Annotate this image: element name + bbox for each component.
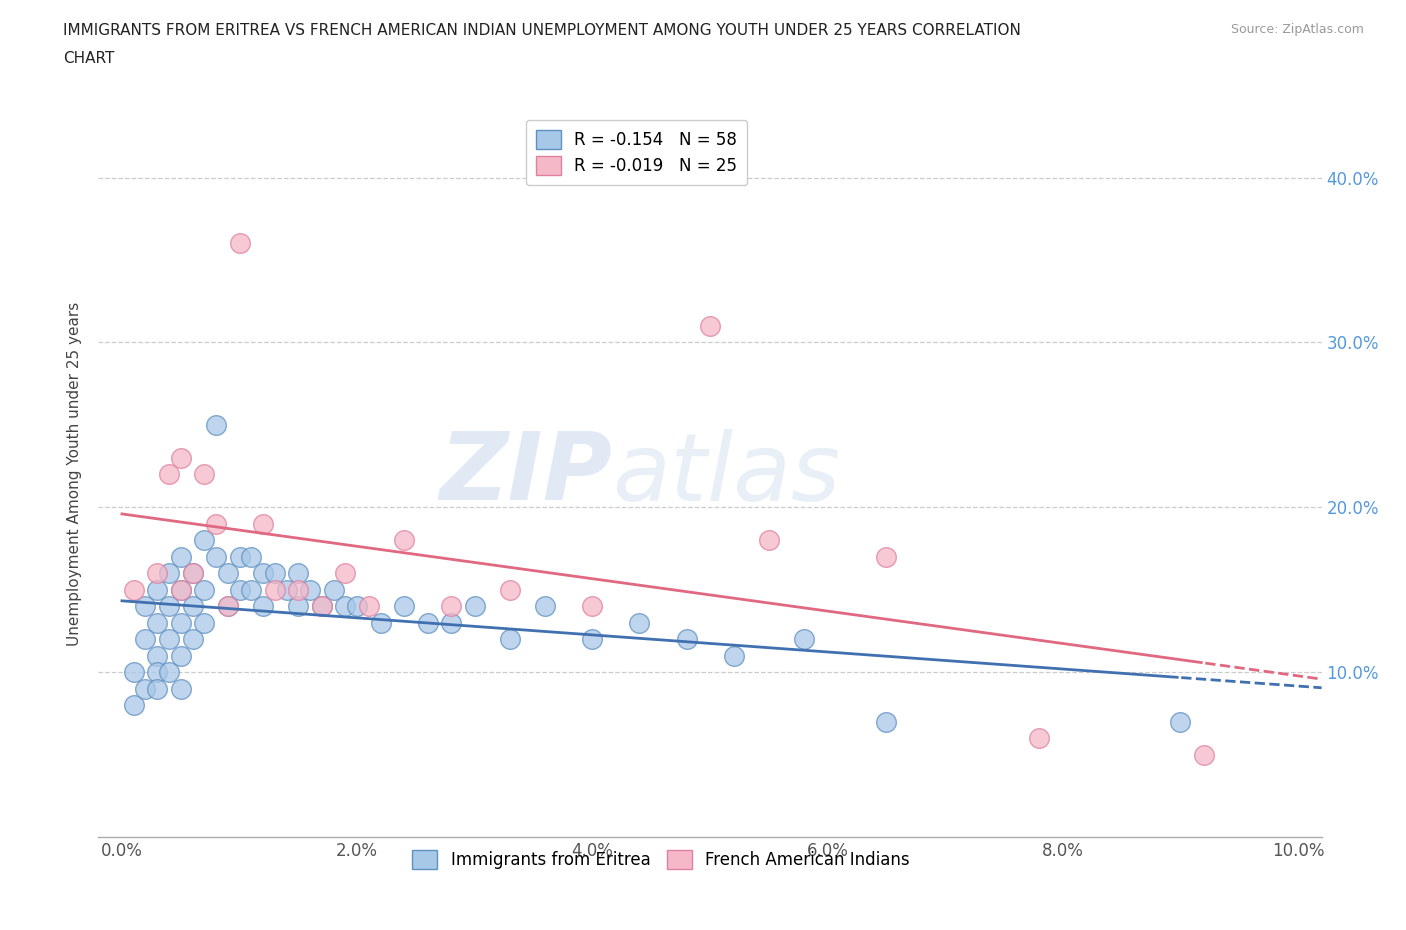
Point [416, 616, 439, 631]
Point [217, 599, 239, 614]
Point [252, 565, 274, 580]
Point [181, 565, 204, 580]
Point [263, 565, 285, 580]
Point [157, 467, 180, 482]
Point [252, 599, 274, 614]
Point [217, 599, 239, 614]
Point [793, 631, 815, 646]
Point [322, 582, 344, 597]
Point [394, 533, 416, 548]
Point [170, 681, 193, 696]
Point [228, 236, 250, 251]
Point [134, 599, 156, 614]
Point [276, 582, 298, 597]
Point [440, 616, 463, 631]
Text: ZIP: ZIP [439, 429, 612, 520]
Point [157, 565, 180, 580]
Text: IMMIGRANTS FROM ERITREA VS FRENCH AMERICAN INDIAN UNEMPLOYMENT AMONG YOUTH UNDER: IMMIGRANTS FROM ERITREA VS FRENCH AMERIC… [63, 23, 1021, 38]
Point [263, 582, 285, 597]
Point [122, 698, 145, 712]
Point [228, 550, 250, 565]
Point [157, 599, 180, 614]
Point [311, 599, 333, 614]
Point [181, 599, 204, 614]
Point [346, 599, 368, 614]
Point [181, 631, 204, 646]
Point [146, 565, 169, 580]
Point [170, 550, 193, 565]
Point [287, 582, 309, 597]
Point [499, 631, 522, 646]
Point [181, 565, 204, 580]
Point [335, 599, 357, 614]
Point [146, 665, 169, 680]
Point [252, 516, 274, 531]
Point [394, 599, 416, 614]
Point [205, 550, 228, 565]
Point [170, 648, 193, 663]
Point [134, 681, 156, 696]
Point [122, 582, 145, 597]
Point [287, 565, 309, 580]
Point [581, 631, 603, 646]
Point [1192, 747, 1215, 762]
Point [875, 550, 897, 565]
Text: CHART: CHART [63, 51, 115, 66]
Point [205, 418, 228, 432]
Point [311, 599, 333, 614]
Point [157, 665, 180, 680]
Point [170, 450, 193, 465]
Point [499, 582, 522, 597]
Legend: Immigrants from Eritrea, French American Indians: Immigrants from Eritrea, French American… [402, 840, 920, 880]
Point [581, 599, 603, 614]
Point [1028, 731, 1050, 746]
Point [299, 582, 322, 597]
Point [228, 582, 250, 597]
Point [875, 714, 897, 729]
Point [357, 599, 380, 614]
Point [146, 648, 169, 663]
Point [122, 665, 145, 680]
Point [146, 616, 169, 631]
Point [193, 582, 215, 597]
Point [193, 467, 215, 482]
Point [335, 565, 357, 580]
Point [240, 582, 263, 597]
Point [157, 631, 180, 646]
Point [758, 533, 780, 548]
Point [628, 616, 651, 631]
Point [193, 616, 215, 631]
Point [146, 582, 169, 597]
Point [170, 582, 193, 597]
Point [240, 550, 263, 565]
Point [146, 681, 169, 696]
Point [134, 631, 156, 646]
Point [370, 616, 392, 631]
Text: Source: ZipAtlas.com: Source: ZipAtlas.com [1230, 23, 1364, 36]
Text: atlas: atlas [612, 429, 841, 520]
Point [675, 631, 697, 646]
Point [1170, 714, 1192, 729]
Point [440, 599, 463, 614]
Point [534, 599, 557, 614]
Point [205, 516, 228, 531]
Point [699, 318, 721, 333]
Point [723, 648, 745, 663]
Point [170, 582, 193, 597]
Point [217, 565, 239, 580]
Point [464, 599, 486, 614]
Point [193, 533, 215, 548]
Y-axis label: Unemployment Among Youth under 25 years: Unemployment Among Youth under 25 years [67, 302, 83, 646]
Point [170, 616, 193, 631]
Point [287, 599, 309, 614]
